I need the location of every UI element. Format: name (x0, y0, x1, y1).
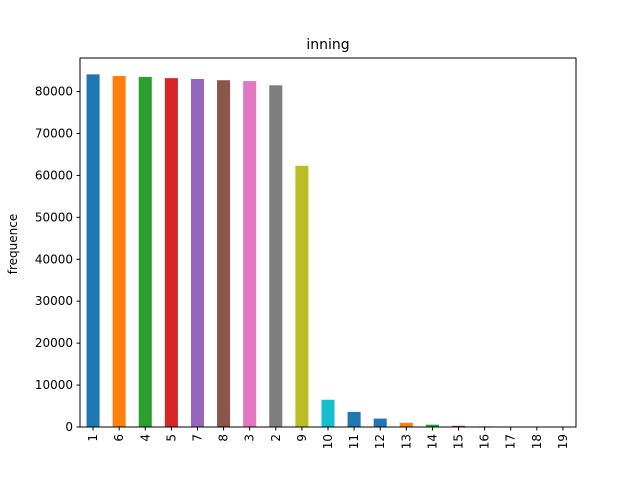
y-axis-label: frequence (6, 214, 20, 274)
y-ticks-group: 0 10000 20000 30000 40000 50000 60000 70000 8000… (35, 85, 80, 434)
y-tick-label: 20000 (35, 336, 73, 350)
bar-8 (217, 80, 231, 427)
x-tick-label: 10 (321, 434, 335, 449)
x-tick-label: 5 (164, 434, 178, 442)
x-tick-label: 19 (556, 434, 570, 449)
chart-title: inning (306, 37, 349, 53)
x-tick-label: 1 (86, 434, 100, 442)
x-tick-label: 18 (530, 434, 544, 449)
y-tick-label: 0 (65, 420, 73, 434)
bar-2 (269, 85, 283, 427)
bar-1 (86, 74, 100, 427)
x-tick-label: 14 (425, 434, 439, 449)
x-tick-label: 13 (399, 434, 413, 449)
x-tick-label: 7 (190, 434, 204, 442)
bar-9 (295, 165, 309, 427)
x-tick-label: 11 (347, 434, 361, 449)
bar-5 (164, 78, 178, 427)
x-ticks-group: 1 6 4 5 7 8 3 2 9 10 11 12 13 14 15 16 17 18 19 (86, 427, 570, 449)
bar-15 (452, 425, 466, 427)
x-tick-label: 9 (295, 434, 309, 442)
y-tick-label: 50000 (35, 210, 73, 224)
x-tick-label: 2 (269, 434, 283, 442)
x-tick-label: 6 (112, 434, 126, 442)
y-tick-label: 60000 (35, 168, 73, 182)
bar-11 (347, 411, 361, 427)
x-tick-label: 16 (478, 434, 492, 449)
x-tick-label: 8 (217, 434, 231, 442)
plot-frame (79, 57, 577, 428)
y-tick-label: 30000 (35, 294, 73, 308)
bar-10 (321, 399, 335, 427)
x-tick-label: 4 (138, 434, 152, 442)
y-tick-label: 40000 (35, 252, 73, 266)
bars-group (86, 74, 570, 428)
y-tick-label: 70000 (35, 126, 73, 140)
bar-7 (190, 78, 204, 427)
x-tick-label: 17 (504, 434, 518, 449)
bar-13 (399, 422, 413, 427)
y-tick-label: 80000 (35, 85, 73, 99)
bar-6 (112, 76, 126, 427)
bar-12 (373, 418, 387, 427)
bar-14 (425, 424, 439, 427)
bar-3 (243, 81, 257, 427)
x-tick-label: 12 (373, 434, 387, 449)
y-tick-label: 10000 (35, 378, 73, 392)
x-tick-label: 15 (452, 434, 466, 449)
bar-4 (138, 76, 152, 428)
x-tick-label: 3 (243, 434, 257, 442)
